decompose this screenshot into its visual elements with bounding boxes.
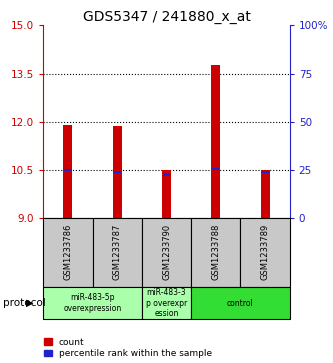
Bar <box>43 218 93 287</box>
Text: miR-483-3
p overexpr
ession: miR-483-3 p overexpr ession <box>146 288 187 318</box>
Bar <box>191 287 290 319</box>
Bar <box>212 168 220 170</box>
Bar <box>261 170 269 218</box>
Text: ▶: ▶ <box>26 298 34 308</box>
Text: miR-483-5p
overexpression: miR-483-5p overexpression <box>64 293 122 313</box>
Bar <box>64 168 72 171</box>
Bar <box>113 171 121 174</box>
Text: GSM1233787: GSM1233787 <box>113 224 122 281</box>
Text: GSM1233789: GSM1233789 <box>260 224 270 280</box>
Bar <box>142 218 191 287</box>
Legend: count, percentile rank within the sample: count, percentile rank within the sample <box>45 338 212 359</box>
Bar <box>163 174 170 176</box>
Text: GSM1233788: GSM1233788 <box>211 224 220 281</box>
Bar <box>142 287 191 319</box>
Bar <box>43 287 142 319</box>
Bar <box>64 125 72 218</box>
Bar <box>191 218 240 287</box>
Bar <box>261 171 269 173</box>
Bar <box>93 218 142 287</box>
Bar <box>211 65 220 218</box>
Text: protocol: protocol <box>3 298 46 308</box>
Text: control: control <box>227 299 254 307</box>
Title: GDS5347 / 241880_x_at: GDS5347 / 241880_x_at <box>83 11 250 24</box>
Text: GSM1233790: GSM1233790 <box>162 224 171 280</box>
Bar <box>240 218 290 287</box>
Text: GSM1233786: GSM1233786 <box>63 224 73 281</box>
Bar <box>162 170 171 218</box>
Bar <box>113 126 122 218</box>
